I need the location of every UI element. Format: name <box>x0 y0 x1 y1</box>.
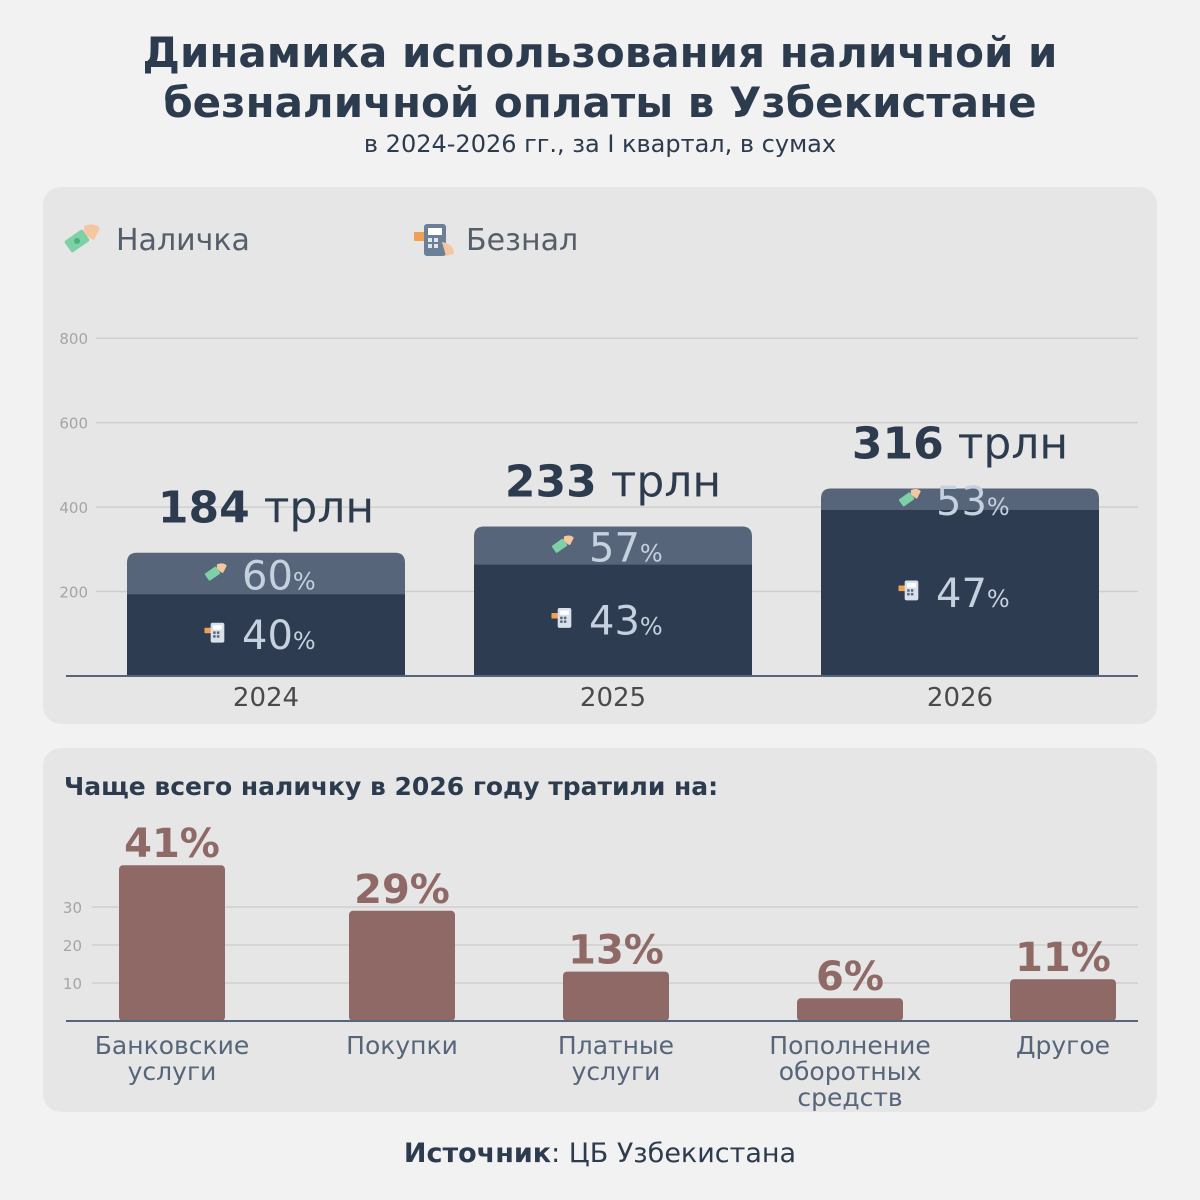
title-line-1: Динамика использования наличной и <box>142 28 1058 77</box>
page-title: Динамика использования наличной и безнал… <box>0 28 1200 128</box>
spending-chart-panel <box>43 748 1157 1112</box>
legend-cashless-label: Безнал <box>466 222 579 258</box>
legend-cash: Наличка <box>60 218 250 262</box>
source-text: : ЦБ Узбекистана <box>551 1138 797 1169</box>
main-chart-panel <box>43 187 1157 724</box>
legend-cashless: Безнал <box>410 218 578 262</box>
page-subtitle: в 2024-2026 гг., за I квартал, в сумах <box>363 130 837 158</box>
source-label: Источник <box>403 1138 552 1169</box>
legend-cash-label: Наличка <box>116 222 250 258</box>
source-note: Источник: ЦБ Узбекистана <box>0 1138 1200 1169</box>
spending-chart-title: Чаще всего наличку в 2026 году тратили н… <box>64 772 719 801</box>
pos-terminal-icon <box>414 224 454 256</box>
cash-hand-icon <box>64 224 100 253</box>
title-line-2: безналичной оплаты в Узбекистане <box>163 78 1037 127</box>
